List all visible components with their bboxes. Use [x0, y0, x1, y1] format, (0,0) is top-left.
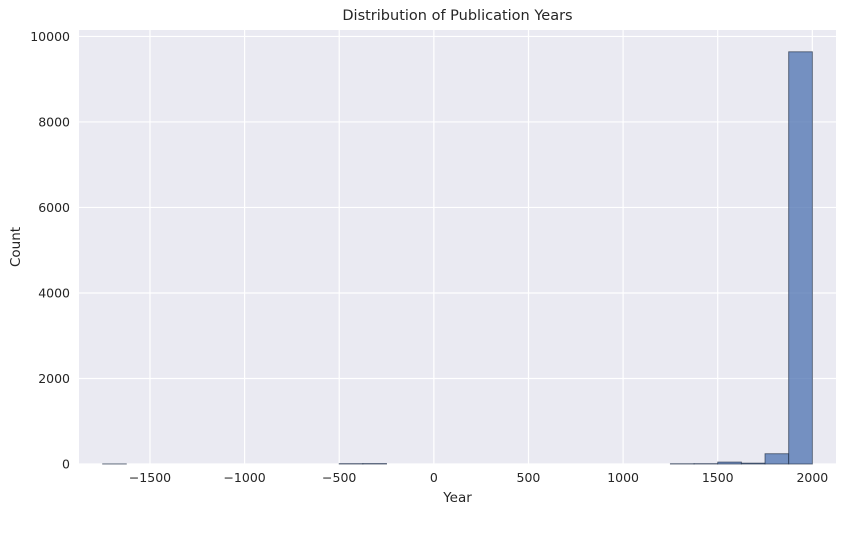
x-tick-label: 1000	[607, 470, 639, 485]
y-tick-label: 4000	[38, 285, 70, 300]
y-tick-label: 2000	[38, 371, 70, 386]
plot-area	[79, 30, 836, 464]
x-tick-label: −500	[322, 470, 356, 485]
histogram-bar	[717, 461, 742, 465]
grid-lines	[79, 30, 836, 465]
y-tick-labels: 0 2000 4000 6000 8000 10000	[30, 29, 70, 472]
x-tick-label: 1500	[702, 470, 734, 485]
x-axis-label: Year	[442, 490, 472, 506]
x-tick-label: −1500	[129, 470, 171, 485]
x-tick-labels: −1500 −1000 −500 0 500 1000 1500 2000	[129, 470, 828, 485]
chart-title: Distribution of Publication Years	[342, 8, 572, 24]
y-tick-label: 0	[62, 457, 70, 472]
histogram-bar	[788, 51, 813, 465]
x-tick-label: 0	[430, 470, 438, 485]
bars	[102, 51, 813, 465]
x-tick-label: −1000	[223, 470, 265, 485]
y-tick-label: 10000	[30, 29, 70, 44]
y-tick-label: 6000	[38, 200, 70, 215]
x-tick-label: 500	[517, 470, 541, 485]
histogram-bar	[740, 462, 766, 465]
y-axis-label: Count	[8, 227, 24, 267]
x-tick-label: 2000	[796, 470, 828, 485]
y-tick-label: 8000	[38, 114, 70, 129]
histogram-bar	[764, 453, 790, 465]
